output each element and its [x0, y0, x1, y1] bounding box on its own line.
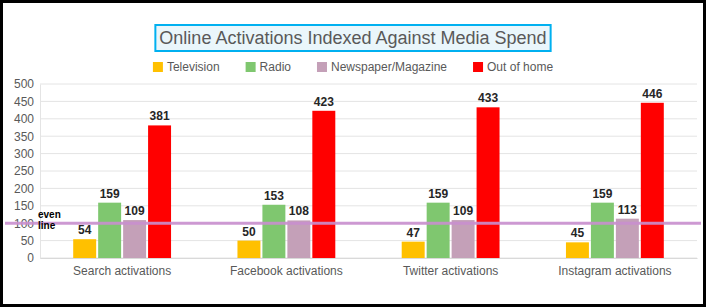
data-label: 47 [407, 226, 421, 240]
y-tick: 250 [14, 164, 40, 178]
y-tick: 350 [14, 130, 40, 144]
data-label: 54 [78, 223, 92, 237]
data-label: 109 [453, 204, 473, 218]
grid-line [40, 171, 697, 172]
x-tick-label: Facebook activations [230, 264, 343, 278]
legend-item: Newspaper/Magazine [317, 60, 447, 74]
x-tick-label: Search activations [73, 264, 171, 278]
data-label: 45 [571, 226, 585, 240]
bars [73, 103, 664, 258]
bar [477, 107, 500, 258]
legend-item: Radio [246, 60, 292, 74]
bar [148, 125, 171, 258]
y-tick-label: 450 [14, 95, 34, 109]
data-label: 433 [478, 91, 498, 105]
grid-line [40, 136, 697, 137]
bar [262, 205, 285, 258]
y-tick-label: 500 [14, 77, 34, 91]
y-tick-label: 0 [27, 251, 34, 265]
bar [591, 203, 614, 258]
legend: Television Radio Newspaper/Magazine Out of … [153, 60, 553, 74]
data-label: 159 [100, 187, 120, 201]
x-axis-line [41, 258, 698, 259]
data-label: 153 [264, 189, 284, 203]
data-label: 159 [592, 187, 612, 201]
legend-item: Television [153, 60, 220, 74]
x-tick: Facebook activations [230, 258, 343, 278]
x-tick-label: Twitter activations [403, 264, 498, 278]
legend-item: Out of home [473, 60, 553, 74]
grid-line [40, 84, 697, 85]
grid [40, 84, 697, 258]
x-axis: Search activations Facebook activations Tw… [41, 258, 698, 278]
bar [73, 239, 96, 258]
title-box [155, 25, 550, 51]
y-tick: 300 [14, 147, 40, 161]
y-tick: 450 [14, 95, 40, 109]
data-label: 446 [642, 87, 662, 101]
y-tick: 0 [27, 251, 40, 265]
grid-line [40, 118, 697, 119]
y-tick: 200 [14, 182, 40, 196]
bar [98, 203, 121, 258]
bar [312, 111, 335, 258]
bar [452, 220, 475, 258]
data-label: 381 [150, 109, 170, 123]
bar [641, 103, 664, 258]
x-tick-label: Instagram activations [558, 264, 671, 278]
y-tick-label: 50 [21, 234, 35, 248]
y-tick-label: 200 [14, 182, 34, 196]
legend-label: Out of home [487, 60, 553, 74]
bar [402, 242, 425, 258]
data-label: 113 [618, 203, 638, 217]
y-tick-label: 250 [14, 164, 34, 178]
data-label: 423 [314, 95, 334, 109]
y-tick-label: 400 [14, 112, 34, 126]
x-tick: Search activations [73, 258, 171, 278]
legend-swatch [153, 62, 163, 72]
y-tick: 500 [14, 77, 40, 91]
data-label: 159 [428, 187, 448, 201]
data-label: 109 [125, 204, 145, 218]
legend-label: Television [167, 60, 220, 74]
y-tick: 150 [14, 199, 40, 213]
legend-label: Newspaper/Magazine [331, 60, 447, 74]
title: Online Activations Indexed Against Media… [159, 28, 546, 48]
y-tick-label: 350 [14, 130, 34, 144]
y-axis-line [40, 85, 41, 259]
y-tick-label: 300 [14, 147, 34, 161]
y-tick: 400 [14, 112, 40, 126]
reference-line [5, 222, 701, 225]
legend-label: Radio [260, 60, 292, 74]
annotation: evenline [38, 209, 61, 231]
bar [427, 203, 450, 258]
legend-swatch [473, 62, 483, 72]
legend-swatch [246, 62, 256, 72]
x-tick: Instagram activations [558, 258, 671, 278]
bar [123, 220, 146, 258]
y-axis: 050100150200250300350400450500 [14, 77, 41, 265]
x-tick: Twitter activations [403, 258, 498, 278]
y-tick: 50 [21, 234, 40, 248]
data-label: 50 [242, 225, 256, 239]
frame [2, 2, 705, 306]
data-label: 108 [289, 204, 309, 218]
grid-line [40, 153, 697, 154]
grid-line [40, 101, 697, 102]
data-labels: 54 50 47 45 159 153 159 159 109 108 109 113 381 423 43… [78, 87, 663, 241]
y-tick-label: 150 [14, 199, 34, 213]
bar [237, 241, 260, 258]
bar [566, 242, 589, 258]
bar [287, 220, 310, 258]
legend-swatch [317, 62, 327, 72]
